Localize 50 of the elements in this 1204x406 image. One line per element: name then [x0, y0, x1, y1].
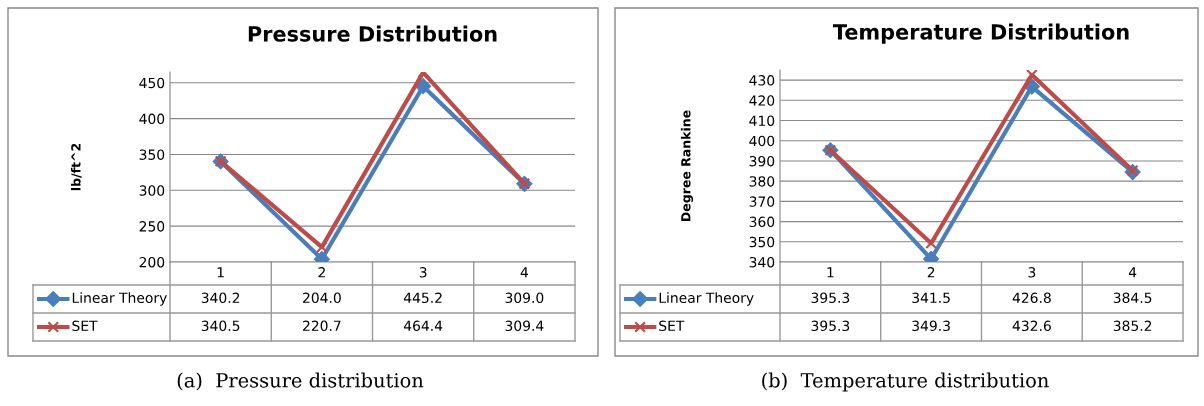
y-tick-label: 380 [749, 176, 775, 187]
data-label: 204.0 [303, 292, 341, 304]
y-tick-label: 340 [749, 256, 775, 268]
y-tick-label: 350 [139, 149, 165, 160]
category-label: 1 [217, 267, 224, 278]
data-label: 395.3 [811, 292, 850, 304]
category-label: 3 [1028, 267, 1036, 278]
y-tick-label: 200 [139, 256, 165, 268]
data-label: 445.2 [403, 292, 442, 304]
y-axis-title: Degree Rankine [680, 110, 694, 221]
category-label: 3 [419, 267, 427, 278]
y-axis-title: lb/ft^2 [70, 143, 82, 191]
y-tick-label: 400 [139, 113, 165, 125]
data-label: 309.0 [505, 292, 544, 304]
category-label: 4 [1128, 267, 1137, 278]
y-tick-label: 300 [139, 185, 165, 196]
chart-title: Pressure Distribution [248, 25, 497, 42]
text: (a) Pressure distribution [177, 372, 424, 391]
y-tick-label: 350 [749, 236, 775, 248]
category-label: 4 [520, 267, 529, 278]
y-tick-label: 360 [749, 216, 775, 228]
data-label: 464.4 [403, 320, 443, 332]
data-label: 385.2 [1113, 320, 1152, 332]
legend-label: Linear Theory [72, 292, 167, 306]
category-label: 2 [318, 267, 325, 278]
y-tick-label: 430 [749, 75, 775, 86]
y-tick-label: 250 [139, 221, 165, 232]
y-tick-label: 370 [749, 196, 775, 207]
data-label: 340.2 [201, 292, 240, 304]
legend-label: Linear Theory [659, 292, 754, 306]
text: (b) Temperature distribution [762, 372, 1049, 392]
data-label: 220.7 [303, 320, 341, 332]
y-tick-label: 400 [749, 135, 775, 147]
category-label: 2 [927, 267, 935, 278]
chart-title: Temperature Distribution [832, 23, 1129, 44]
data-label: 341.5 [912, 292, 950, 304]
legend-label: SET [659, 320, 685, 332]
data-label: 432.6 [1012, 320, 1051, 332]
y-tick-label: 410 [749, 115, 775, 126]
data-label: 395.3 [811, 320, 850, 332]
data-label: 426.8 [1012, 292, 1051, 304]
data-label: 384.5 [1113, 292, 1152, 304]
legend-label: SET [72, 320, 98, 332]
y-tick-label: 450 [139, 77, 165, 89]
y-tick-label: 420 [749, 95, 775, 106]
data-label: 340.5 [201, 320, 240, 332]
data-label: 349.3 [912, 320, 950, 332]
y-tick-label: 390 [749, 155, 775, 167]
category-label: 1 [827, 267, 834, 278]
data-label: 309.4 [505, 320, 544, 332]
